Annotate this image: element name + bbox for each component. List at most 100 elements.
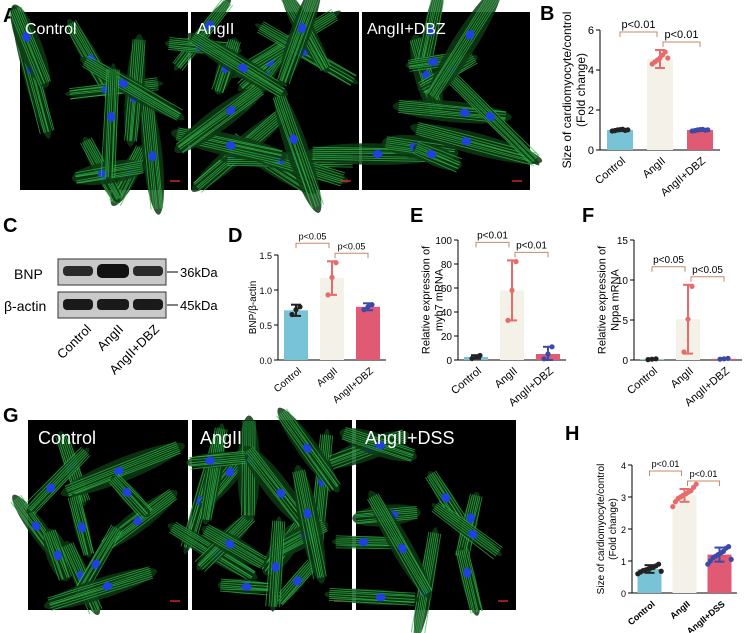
actin-fiber (14, 8, 46, 84)
cell (186, 450, 248, 470)
nucleus (468, 529, 478, 539)
y-axis-label-line: Nppa mRNA (610, 268, 622, 330)
cell (415, 0, 446, 74)
nucleus (426, 150, 437, 159)
cell (242, 445, 309, 528)
cell (265, 516, 286, 612)
micrograph-angii: AngII (167, 407, 352, 612)
actin-fiber (16, 7, 48, 83)
data-point (541, 356, 547, 362)
actin-fiber (341, 438, 412, 462)
actin-fiber (335, 547, 402, 550)
nucleus (303, 508, 312, 519)
cell (43, 528, 73, 582)
actin-fiber (192, 36, 284, 93)
data-point (645, 357, 651, 363)
cell-body (243, 445, 309, 528)
nucleus (238, 63, 248, 73)
cell (43, 566, 157, 611)
cell (174, 83, 266, 154)
actin-fiber (284, 93, 324, 205)
cell (140, 96, 165, 215)
micrograph-texture (9, 4, 185, 215)
actin-fiber (189, 454, 245, 461)
actin-fiber (279, 521, 286, 608)
actin-fiber (304, 469, 327, 577)
y-tick-label: 80 (441, 260, 453, 271)
actin-fiber (182, 93, 264, 154)
data-point (685, 316, 691, 322)
actin-fiber (180, 430, 216, 547)
actin-fiber (114, 476, 149, 515)
y-tick-label: 15 (617, 236, 629, 247)
micrographs-bottom: Control AngII AngII+DSS (10, 407, 516, 633)
actin-fiber (282, 94, 322, 206)
significance-bracket (475, 241, 510, 248)
actin-fiber (32, 453, 89, 514)
actin-fiber (9, 10, 41, 86)
actin-fiber (438, 501, 503, 548)
panel-letter-g: G (3, 405, 19, 427)
actin-fiber (18, 7, 50, 83)
nucleus (271, 562, 280, 573)
actin-fiber (82, 64, 179, 119)
data-point (369, 302, 375, 308)
data-point (289, 311, 295, 318)
actin-fiber (432, 0, 499, 98)
actin-fiber (189, 460, 246, 467)
actin-fiber (201, 534, 261, 569)
actin-fiber (413, 152, 457, 173)
nucleus (226, 106, 236, 115)
significance-label: p<0.05 (338, 241, 366, 251)
nucleus (225, 539, 235, 549)
actin-fiber (110, 480, 144, 519)
actin-fiber (455, 551, 472, 614)
cell (367, 490, 433, 599)
blot-band (97, 299, 129, 310)
nucleus (459, 108, 470, 117)
y-tick-label: 20 (441, 332, 453, 343)
cell (67, 493, 95, 558)
cell (292, 464, 327, 584)
y-tick-label: 1.5 (259, 251, 272, 261)
cell (23, 446, 91, 515)
actin-fiber (181, 91, 263, 153)
significance-label: p<0.05 (653, 255, 684, 266)
actin-fiber (276, 96, 317, 208)
cell (426, 0, 503, 103)
actin-fiber (207, 428, 224, 521)
nucleus (31, 521, 41, 531)
data-point (649, 356, 655, 362)
actin-fiber (265, 520, 274, 607)
actin-fiber (64, 441, 177, 487)
panel-letter-d: D (228, 225, 242, 247)
actin-fiber (414, 151, 459, 169)
y-axis-label-line: Size of cardiomyocyte/control (596, 464, 607, 595)
cell (199, 423, 228, 525)
cell (324, 588, 420, 606)
nucleus (441, 493, 451, 503)
actin-fiber (272, 97, 313, 209)
actin-fiber (415, 147, 460, 166)
blot-band (133, 266, 163, 276)
nucleus (133, 516, 143, 526)
data-point (625, 127, 631, 133)
y-axis-label-line: Relative expression of (420, 245, 432, 354)
nucleus (292, 576, 302, 586)
actin-fiber (207, 525, 267, 560)
actin-fiber (178, 86, 260, 148)
data-point (549, 344, 555, 350)
actin-fiber (426, 0, 493, 94)
nucleus (375, 441, 385, 450)
y-axis-label-line: (Fold change) (608, 498, 619, 560)
actin-fiber (244, 452, 301, 527)
actin-fiber (431, 510, 495, 560)
actin-fiber (86, 59, 181, 115)
actin-fiber (294, 471, 319, 579)
micrograph-texture (167, 407, 344, 612)
bar (647, 59, 673, 150)
data-point (505, 317, 511, 323)
y-axis-label: Size of cardiomyocyte/control(Fold chang… (596, 464, 619, 595)
cell (431, 501, 503, 560)
significance-bracket (690, 276, 725, 282)
